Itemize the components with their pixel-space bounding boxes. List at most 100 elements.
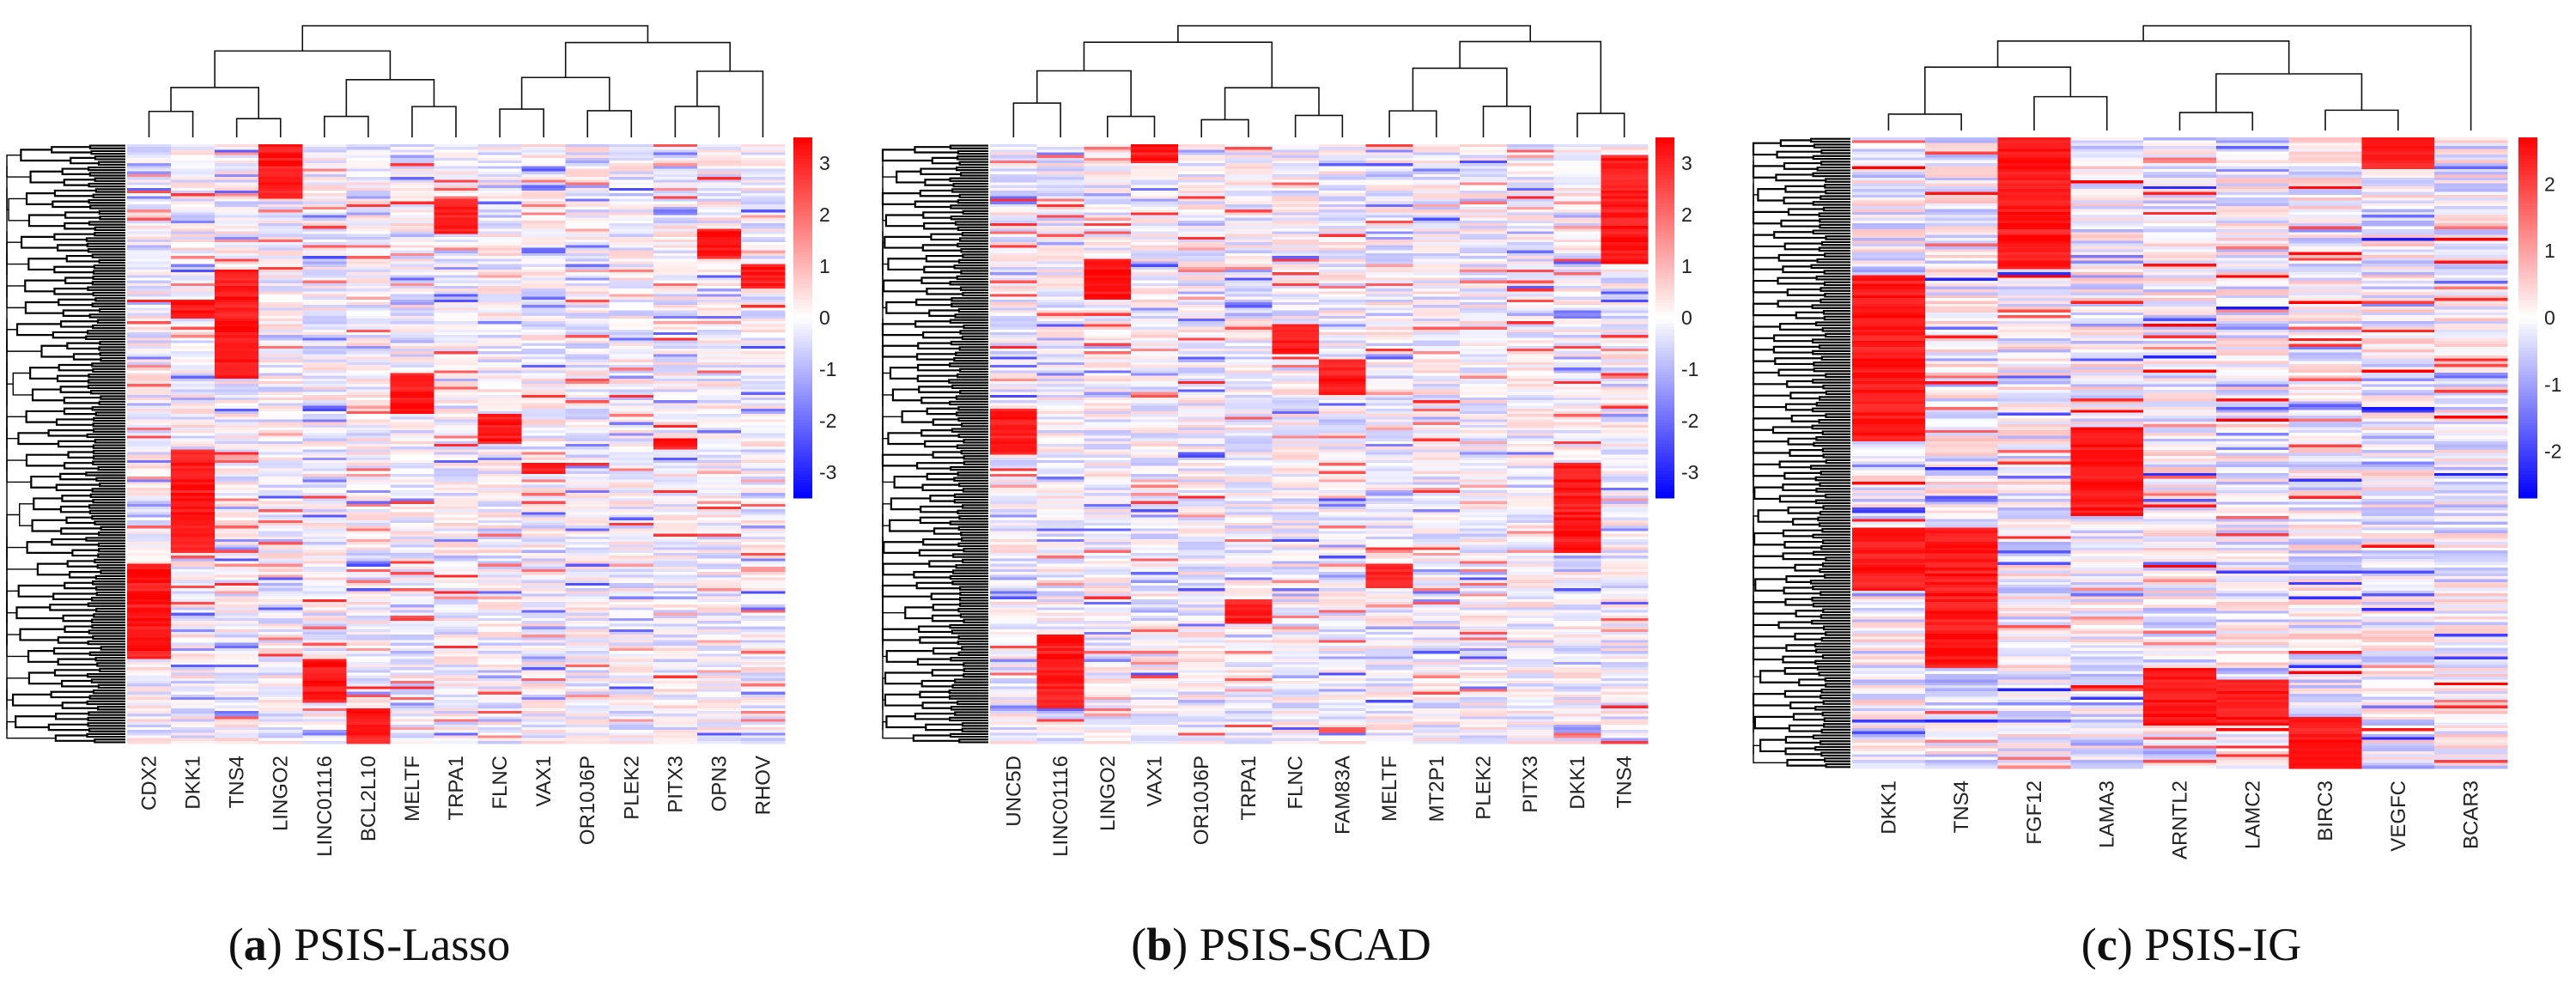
- heatmap-cell: [565, 640, 611, 644]
- heatmap-cell: [477, 528, 523, 532]
- heatmap-cell: [1224, 422, 1273, 426]
- colorbar-step: [793, 146, 812, 150]
- heatmap-cell: [390, 280, 435, 284]
- heatmap-cell: [1084, 168, 1132, 173]
- heatmap-cell: [740, 252, 786, 257]
- dendrogram-branch: [94, 188, 125, 193]
- heatmap-cell: [696, 236, 742, 240]
- heatmap-cell: [696, 354, 742, 358]
- dendrogram-branch: [27, 258, 67, 271]
- heatmap-cell: [1224, 667, 1273, 671]
- heatmap-cell: [215, 463, 259, 466]
- heatmap-cell: [127, 506, 172, 510]
- heatmap-cell: [346, 651, 391, 654]
- heatmap-cell: [1177, 152, 1226, 156]
- heatmap-cell: [258, 435, 303, 440]
- heatmap-cell: [215, 282, 259, 287]
- heatmap-cell: [521, 367, 567, 371]
- heatmap-cell: [302, 675, 347, 679]
- heatmap-cell: [990, 454, 1038, 459]
- heatmap-cell: [390, 580, 435, 584]
- heatmap-cell: [740, 356, 786, 361]
- heatmap-cell: [521, 501, 567, 505]
- heatmap-cell: [215, 670, 259, 674]
- heatmap-cell: [1224, 280, 1273, 284]
- dendrogram-branch: [15, 715, 57, 729]
- heatmap-cell: [609, 528, 654, 532]
- heatmap-cell: [1036, 430, 1085, 434]
- heatmap-cell: [653, 321, 698, 325]
- heatmap-cell: [565, 242, 611, 246]
- heatmap-cell: [1224, 631, 1273, 635]
- heatmap-cell: [1036, 637, 1085, 641]
- heatmap-cell: [740, 661, 786, 665]
- colorbar-step: [793, 240, 812, 244]
- heatmap-cell: [258, 277, 303, 282]
- heatmap-cell: [127, 351, 172, 355]
- colorbar-step: [793, 386, 812, 391]
- heatmap-cell: [171, 220, 216, 224]
- heatmap-cell: [302, 335, 347, 338]
- heatmap-cell: [990, 446, 1038, 450]
- heatmap-cell: [565, 702, 611, 707]
- heatmap-cell: [434, 313, 479, 317]
- heatmap-cell: [609, 179, 654, 184]
- dendrogram-branch: [54, 713, 89, 720]
- heatmap-cell: [390, 612, 435, 617]
- heatmap-cell: [215, 585, 259, 589]
- heatmap-cell: [609, 683, 654, 687]
- heatmap-cell: [1177, 340, 1226, 344]
- heatmap-cell: [127, 670, 172, 674]
- heatmap-cell: [390, 157, 435, 161]
- heatmap-cell: [609, 452, 654, 456]
- heatmap-cell: [302, 324, 347, 328]
- heatmap-cell: [1084, 157, 1132, 161]
- heatmap-cell: [565, 359, 611, 363]
- heatmap-cell: [302, 198, 347, 203]
- heatmap-cell: [1177, 198, 1226, 203]
- heatmap-cell: [1084, 556, 1132, 559]
- heatmap-cell: [258, 509, 303, 513]
- heatmap-cell: [215, 621, 259, 624]
- heatmap-cell: [346, 635, 391, 638]
- heatmap-cell: [1036, 361, 1085, 366]
- colorbar-step: [793, 210, 812, 214]
- heatmap-cell: [434, 373, 479, 377]
- colorbar-step: [793, 288, 812, 292]
- heatmap-cell: [653, 389, 698, 393]
- heatmap-cell: [1224, 572, 1273, 575]
- heatmap-cell: [346, 444, 391, 447]
- heatmap-cell: [302, 460, 347, 464]
- heatmap-cell: [1084, 473, 1132, 477]
- heatmap-cell: [1177, 168, 1226, 173]
- heatmap-cell: [1036, 607, 1085, 611]
- heatmap-cell: [609, 435, 654, 440]
- heatmap-cell: [565, 196, 611, 200]
- heatmap-cell: [127, 210, 172, 213]
- heatmap-cell: [565, 168, 611, 173]
- heatmap-cell: [258, 291, 303, 295]
- heatmap-cell: [127, 653, 172, 658]
- heatmap-cell: [740, 446, 786, 450]
- heatmap-cell: [390, 493, 435, 496]
- heatmap-cell: [609, 326, 654, 331]
- dendrogram-branch: [88, 182, 125, 188]
- heatmap-cell: [990, 612, 1038, 617]
- heatmap-cell: [653, 405, 698, 410]
- heatmap-cell: [434, 489, 479, 494]
- heatmap-cell: [1084, 572, 1132, 575]
- heatmap-cell: [1084, 607, 1132, 611]
- heatmap-cell: [390, 574, 435, 579]
- dendrogram-branch: [53, 669, 100, 677]
- heatmap-cell: [215, 471, 259, 475]
- heatmap-cell: [127, 714, 172, 717]
- heatmap-cell: [302, 315, 347, 319]
- heatmap-cell: [521, 531, 567, 535]
- heatmap-cell: [346, 542, 391, 545]
- heatmap-cell: [1084, 198, 1132, 203]
- dendrogram-branch: [63, 396, 101, 404]
- heatmap-cell: [565, 370, 611, 374]
- heatmap-cell: [171, 710, 216, 714]
- heatmap-cell: [1224, 519, 1273, 524]
- heatmap-cell: [1131, 572, 1179, 575]
